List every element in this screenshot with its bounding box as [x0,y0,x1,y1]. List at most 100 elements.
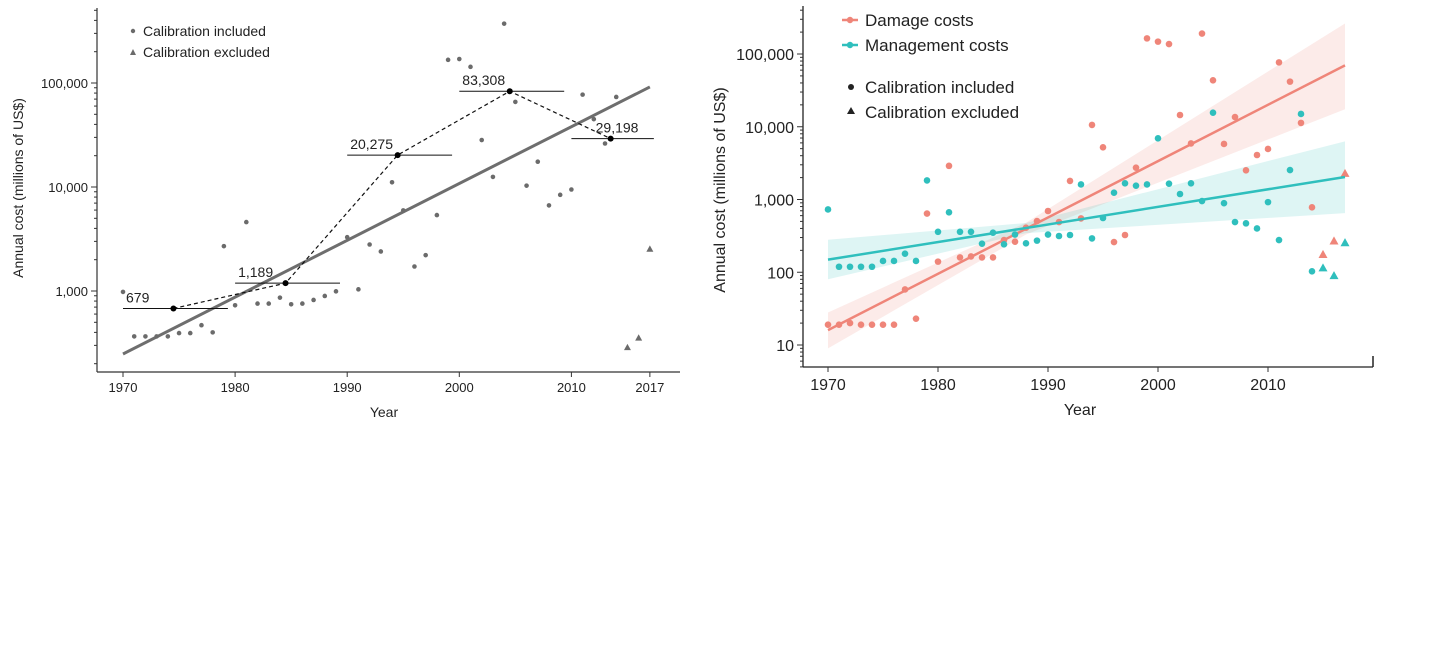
data-point-included [479,137,485,143]
data-point-included [322,293,328,299]
management-point-included [890,257,898,265]
management-point-included [956,228,964,236]
damage-point-included [1297,119,1305,127]
right-y-tick-label: 100 [767,265,794,282]
right-confidence-bands [828,23,1345,349]
damage-point-included [1165,40,1173,48]
left-x-tick-label: 2000 [445,380,474,395]
damage-point-included [1011,238,1019,245]
data-point-included [333,289,339,294]
management-point-included [835,263,843,271]
decade-mean-point [394,152,401,159]
management-point-included [1121,179,1129,187]
legend-label-excluded: Calibration excluded [143,44,270,60]
data-point-included [176,330,182,336]
data-point-included [367,242,372,247]
data-point-included [344,234,350,240]
decade-mean-point [607,135,614,142]
legend-label-included: Calibration included [865,78,1014,97]
data-point-included [468,64,473,70]
right-y-tick-label: 100,000 [736,47,794,64]
damage-point-included [945,162,953,170]
left-marks: 679 1,189 20,275 83,308 29,198 [120,21,654,356]
management-point-included [879,257,887,265]
management-point-included [1110,189,1118,197]
management-point-included [1099,214,1107,222]
decade-mean-point [506,88,513,95]
management-point-included [1132,182,1140,189]
data-point-included [311,297,316,303]
management-point-included [824,206,832,213]
damage-point-included [1066,177,1074,185]
management-point-included [1088,235,1096,242]
left-y-axis-label: Annual cost (millions of US$) [10,98,26,278]
management-point-included [1033,237,1041,244]
damage-point-included [1198,30,1206,37]
data-point-included [221,243,227,249]
management-point-included [989,229,997,236]
damage-point-included [1088,121,1096,129]
damage-point-included [901,286,909,293]
right-y-tick-label: 1,000 [754,193,794,210]
management-point-included [1286,166,1294,174]
damage-point-included [857,321,865,329]
data-point-included [412,264,417,269]
management-point-included [1044,231,1052,238]
right-x-axis-label: Year [1064,402,1097,419]
damage-point-included [1231,113,1239,121]
management-point-included [1209,109,1217,117]
management-point-included [1198,197,1206,205]
damage-point-included [1275,59,1283,66]
damage-point-included [824,321,832,329]
damage-point-included [1033,217,1041,225]
decade-mean-label: 1,189 [238,264,273,280]
management-point-included [1220,199,1228,207]
data-point-included [513,99,518,105]
right-axes: 10 100 1,000 10,000 100,000 1970 1980 1990 2000 2… [736,6,1374,394]
legend-label-excluded: Calibration excluded [865,103,1019,122]
data-point-included [187,330,193,336]
data-point-included [210,330,215,335]
left-axes: 1,000 10,000 100,000 1970 1980 1990 2000 2010 20… [41,8,680,395]
management-point-included [1242,220,1250,227]
management-point-included [868,263,876,271]
data-point-included [389,179,395,185]
management-point-included [1165,180,1173,187]
management-point-included [1077,181,1085,188]
management-confidence-band [828,141,1345,280]
management-point-included [1275,236,1283,244]
decade-mean-point [282,280,289,287]
management-point-included [1264,198,1272,206]
damage-point-included [1143,35,1151,42]
management-point-included [857,263,865,271]
damage-point-included [956,254,964,261]
data-point-included [165,334,171,339]
data-point-included [378,249,384,254]
management-point-included [1011,231,1019,238]
damage-point-included [890,321,898,329]
right-y-tick-label: 10 [776,338,794,355]
management-point-included [1143,181,1151,188]
right-x-tick-label: 2000 [1140,377,1176,394]
management-point-excluded [1318,263,1328,272]
left-x-tick-label: 2017 [635,380,664,395]
damage-point-included [1220,140,1228,148]
right-y-axis-label: Annual cost (millions of US$) [712,87,729,292]
data-point-included [457,56,462,62]
data-point-included [557,192,563,198]
management-point-included [1231,218,1239,226]
management-point-excluded [1329,271,1339,280]
left-trend-line [122,85,651,356]
management-point-included [901,250,909,257]
damage-point-included [912,315,920,322]
legend-label-included: Calibration included [143,23,266,39]
damage-point-included [1242,166,1250,174]
damage-point-included [989,254,997,261]
data-point-included [356,287,361,292]
legend-management-dot-icon [846,41,854,49]
data-point-included [569,187,574,192]
right-marks [824,30,1350,332]
left-chart: 1,000 10,000 100,000 1970 1980 1990 2000 2010 20… [10,8,680,420]
damage-point-excluded [1329,236,1339,245]
